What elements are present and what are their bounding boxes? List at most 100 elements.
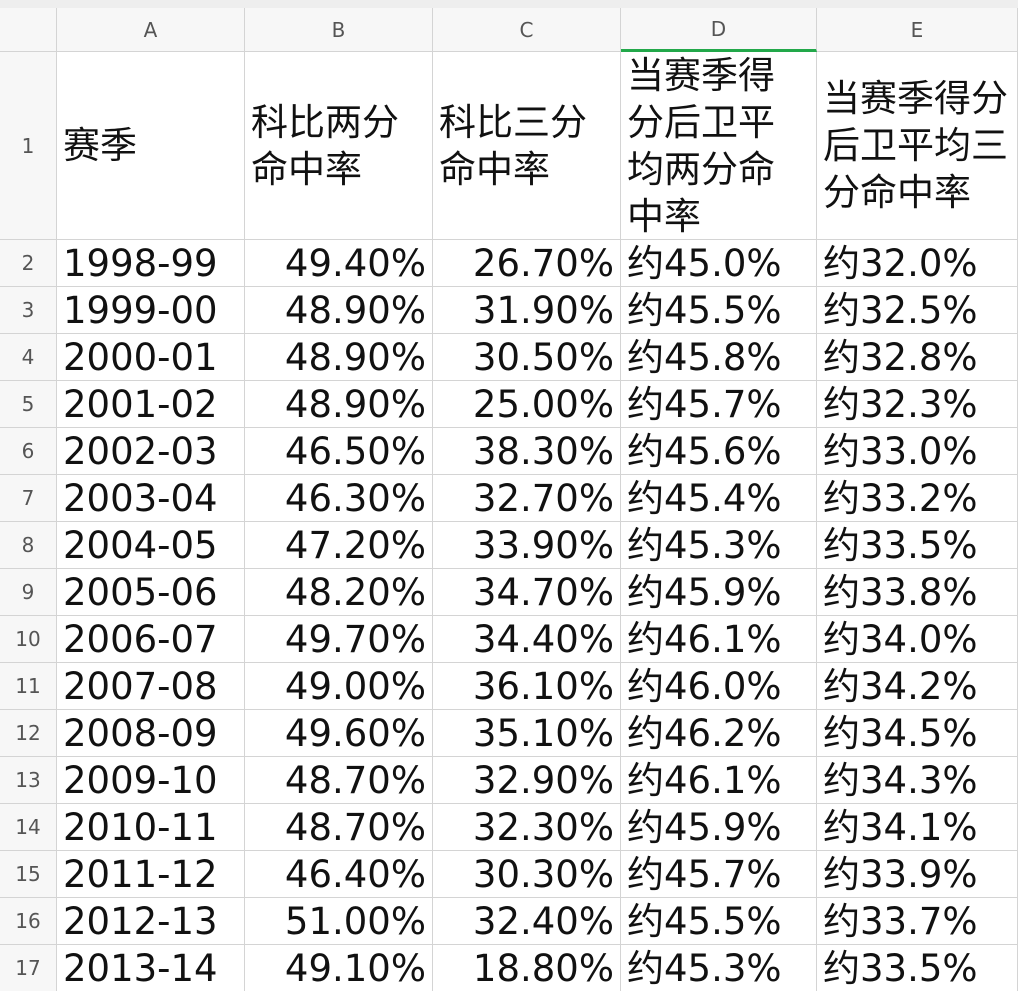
cell[interactable]: 48.90% [245,381,433,428]
cell[interactable]: 46.30% [245,475,433,522]
cell[interactable]: 48.70% [245,757,433,804]
cell[interactable]: 约33.8% [817,569,1018,616]
row-header[interactable]: 11 [0,663,57,710]
cell[interactable]: 约33.9% [817,851,1018,898]
cell[interactable]: 30.50% [433,334,621,381]
cell[interactable]: 2001-02 [57,381,245,428]
cell[interactable]: 约34.0% [817,616,1018,663]
cell[interactable]: 2008-09 [57,710,245,757]
row-header[interactable]: 5 [0,381,57,428]
row-header[interactable]: 10 [0,616,57,663]
cell[interactable]: 2004-05 [57,522,245,569]
cell[interactable]: 18.80% [433,945,621,991]
cell[interactable]: 约33.2% [817,475,1018,522]
cell[interactable]: 47.20% [245,522,433,569]
cell[interactable]: 赛季 [57,52,245,240]
cell[interactable]: 约45.3% [621,522,817,569]
cell[interactable]: 46.50% [245,428,433,475]
cell[interactable]: 约45.4% [621,475,817,522]
cell[interactable]: 49.10% [245,945,433,991]
cell[interactable]: 49.60% [245,710,433,757]
cell[interactable]: 49.70% [245,616,433,663]
cell[interactable]: 46.40% [245,851,433,898]
cell[interactable]: 48.90% [245,334,433,381]
cell[interactable]: 48.70% [245,804,433,851]
cell[interactable]: 约45.9% [621,804,817,851]
cell[interactable]: 约45.7% [621,851,817,898]
cell[interactable]: 48.20% [245,569,433,616]
cell[interactable]: 约45.6% [621,428,817,475]
cell[interactable]: 约32.8% [817,334,1018,381]
cell[interactable]: 约46.1% [621,616,817,663]
cell[interactable]: 32.70% [433,475,621,522]
row-header[interactable]: 3 [0,287,57,334]
cell[interactable]: 35.10% [433,710,621,757]
cell[interactable]: 36.10% [433,663,621,710]
cell[interactable]: 33.90% [433,522,621,569]
cell[interactable]: 约34.2% [817,663,1018,710]
cell[interactable]: 2009-10 [57,757,245,804]
cell[interactable]: 约33.5% [817,522,1018,569]
cell[interactable]: 约46.1% [621,757,817,804]
cell[interactable]: 约32.0% [817,240,1018,287]
row-header[interactable]: 7 [0,475,57,522]
cell[interactable]: 2006-07 [57,616,245,663]
cell[interactable]: 34.70% [433,569,621,616]
cell[interactable]: 34.40% [433,616,621,663]
cell[interactable]: 科比两分命中率 [245,52,433,240]
cell[interactable]: 2012-13 [57,898,245,945]
row-header[interactable]: 14 [0,804,57,851]
cell[interactable]: 约45.7% [621,381,817,428]
cell[interactable]: 26.70% [433,240,621,287]
row-header[interactable]: 16 [0,898,57,945]
cell[interactable]: 1999-00 [57,287,245,334]
row-header[interactable]: 13 [0,757,57,804]
cell[interactable]: 51.00% [245,898,433,945]
cell[interactable]: 约34.5% [817,710,1018,757]
row-header[interactable]: 9 [0,569,57,616]
cell[interactable]: 约32.5% [817,287,1018,334]
cell[interactable]: 48.90% [245,287,433,334]
cell[interactable]: 约45.5% [621,898,817,945]
cell[interactable]: 约34.3% [817,757,1018,804]
cell[interactable]: 49.00% [245,663,433,710]
cell[interactable]: 约34.1% [817,804,1018,851]
cell[interactable]: 25.00% [433,381,621,428]
row-header[interactable]: 4 [0,334,57,381]
row-header[interactable]: 1 [0,52,57,240]
cell[interactable]: 32.30% [433,804,621,851]
cell[interactable]: 约45.9% [621,569,817,616]
cell[interactable]: 当赛季得分后卫平均两分命中率 [621,52,817,240]
cell[interactable]: 38.30% [433,428,621,475]
cell[interactable]: 2007-08 [57,663,245,710]
cell[interactable]: 2003-04 [57,475,245,522]
cell[interactable]: 2005-06 [57,569,245,616]
cell[interactable]: 约33.5% [817,945,1018,991]
cell[interactable]: 32.40% [433,898,621,945]
column-header[interactable]: E [817,8,1018,52]
cell[interactable]: 约46.0% [621,663,817,710]
cell[interactable]: 32.90% [433,757,621,804]
cell[interactable]: 2000-01 [57,334,245,381]
column-header[interactable]: A [57,8,245,52]
cell[interactable]: 约45.5% [621,287,817,334]
cell[interactable]: 约46.2% [621,710,817,757]
row-header[interactable]: 12 [0,710,57,757]
row-header[interactable]: 17 [0,945,57,991]
cell[interactable]: 2013-14 [57,945,245,991]
cell[interactable]: 当赛季得分后卫平均三分命中率 [817,52,1018,240]
row-header[interactable]: 8 [0,522,57,569]
cell[interactable]: 约45.8% [621,334,817,381]
cell[interactable]: 30.30% [433,851,621,898]
cell[interactable]: 49.40% [245,240,433,287]
cell[interactable]: 2010-11 [57,804,245,851]
cell[interactable]: 2002-03 [57,428,245,475]
column-header[interactable]: C [433,8,621,52]
column-header[interactable]: B [245,8,433,52]
row-header[interactable]: 2 [0,240,57,287]
cell[interactable]: 约45.3% [621,945,817,991]
cell[interactable]: 科比三分命中率 [433,52,621,240]
row-header[interactable]: 15 [0,851,57,898]
row-header[interactable]: 6 [0,428,57,475]
cell[interactable]: 2011-12 [57,851,245,898]
